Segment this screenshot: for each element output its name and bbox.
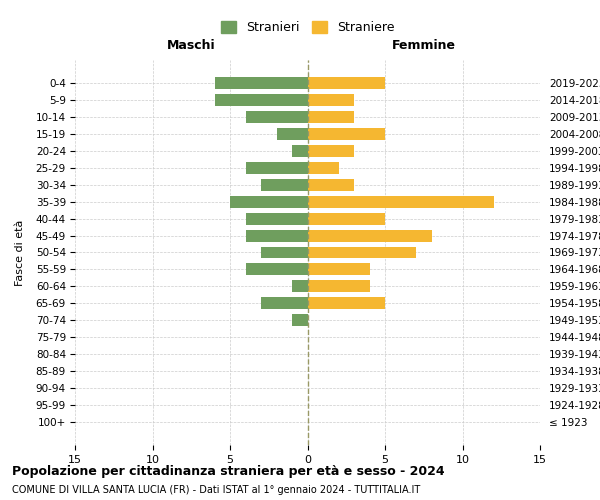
Bar	[308, 145, 354, 157]
Bar	[245, 112, 308, 123]
Bar	[308, 280, 370, 292]
Bar	[230, 196, 308, 207]
Bar	[215, 78, 308, 90]
Bar	[308, 128, 385, 140]
Bar	[261, 246, 308, 258]
Bar	[292, 145, 308, 157]
Bar	[308, 94, 354, 106]
Text: COMUNE DI VILLA SANTA LUCIA (FR) - Dati ISTAT al 1° gennaio 2024 - TUTTITALIA.IT: COMUNE DI VILLA SANTA LUCIA (FR) - Dati …	[12, 485, 420, 495]
Bar	[245, 264, 308, 276]
Bar	[308, 162, 338, 174]
Bar	[245, 162, 308, 174]
Bar	[308, 246, 416, 258]
Bar	[215, 94, 308, 106]
Bar	[292, 280, 308, 292]
Bar	[245, 213, 308, 224]
Y-axis label: Fasce di età: Fasce di età	[14, 220, 25, 286]
Bar	[308, 196, 493, 207]
Text: Maschi: Maschi	[167, 40, 215, 52]
Bar	[308, 112, 354, 123]
Bar	[308, 298, 385, 309]
Text: Femmine: Femmine	[392, 40, 456, 52]
Bar	[308, 78, 385, 90]
Bar	[245, 230, 308, 241]
Bar	[261, 298, 308, 309]
Bar	[308, 230, 431, 241]
Legend: Stranieri, Straniere: Stranieri, Straniere	[216, 16, 399, 39]
Bar	[308, 179, 354, 191]
Bar	[261, 179, 308, 191]
Bar	[308, 213, 385, 224]
Bar	[277, 128, 308, 140]
Bar	[308, 264, 370, 276]
Text: Popolazione per cittadinanza straniera per età e sesso - 2024: Popolazione per cittadinanza straniera p…	[12, 465, 445, 478]
Bar	[292, 314, 308, 326]
